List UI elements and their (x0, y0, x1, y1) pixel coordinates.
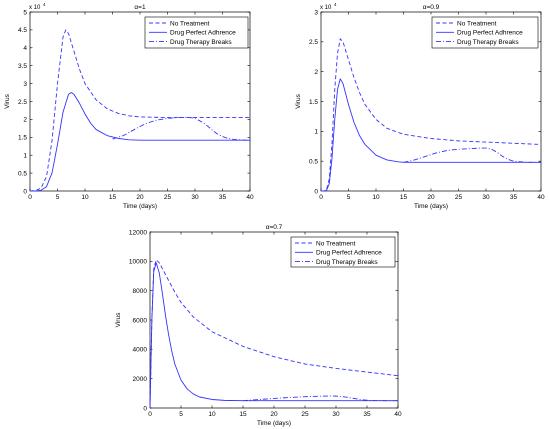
legend-entry: Drug Perfect Adhrence (170, 30, 236, 37)
y-tick-label: 6000 (133, 317, 148, 324)
chart-0: 0 5 10 15 20 25 30 35 4000.511.522.533.544.55x 1… (4, 2, 254, 210)
y-axis-label: Virus (295, 93, 302, 108)
y-tick-label: 1.5 (18, 135, 27, 142)
y-tick-label: 0 (23, 188, 27, 195)
x-axis-label: Time (days) (123, 203, 157, 210)
x-tick-label: 40 (537, 194, 545, 201)
y-tick-label: 2000 (133, 376, 148, 383)
y-tick-label: 3.5 (18, 63, 27, 70)
x-tick-label: 10 (372, 194, 380, 201)
y-axis-label: Virus (115, 312, 122, 327)
x-tick-label: 20 (427, 194, 435, 201)
y-tick-label: 0.5 (309, 158, 318, 165)
y-tick-label: 4.5 (18, 27, 27, 34)
y-tick-label: 2 (23, 117, 27, 124)
x-tick-label: 25 (455, 194, 463, 201)
chart-1: 0 5 10 15 20 25 30 35 40 0 0.5 1 1.5 2 2.5 3x 104 α=0.9 T… (295, 2, 545, 210)
y-tick-label: 2.5 (18, 99, 27, 106)
y-tick-label: 1 (314, 129, 318, 136)
series-line-dashdot (242, 395, 398, 402)
y-tick-label: 4 (23, 45, 27, 52)
y-tick-label: 5 (23, 9, 27, 16)
y-multiplier: x 10 (320, 5, 332, 11)
x-tick-label: 35 (363, 411, 371, 418)
y-tick-label: 10000 (129, 259, 147, 266)
y-multiplier-exponent: 4 (43, 2, 46, 7)
legend-entry: Drug Therapy Breaks (170, 39, 232, 46)
y-tick-label: 2.5 (309, 39, 318, 46)
x-axis-label: Time (days) (257, 420, 291, 427)
y-tick-label: 8000 (133, 288, 148, 295)
legend-entry: Drug Perfect Adhrence (316, 250, 382, 257)
y-tick-label: 1 (23, 153, 27, 160)
y-tick-label: 1.5 (309, 99, 318, 106)
x-tick-label: 15 (400, 194, 408, 201)
x-tick-label: 30 (332, 411, 340, 418)
chart-2: 0 5 10 15 20 25 30 35 40 0 2000 4000 6000 8000 10000 12… (115, 224, 402, 427)
x-tick-label: 40 (246, 194, 254, 201)
x-tick-label: 10 (208, 411, 216, 418)
x-tick-label: 30 (191, 194, 199, 201)
x-tick-label: 20 (136, 194, 144, 201)
x-tick-label: 0 (148, 411, 152, 418)
series-line-solid (321, 78, 541, 192)
y-tick-label: 3 (23, 81, 27, 88)
x-tick-label: 25 (301, 411, 309, 418)
x-axis-label: Time (days) (414, 203, 448, 210)
y-multiplier-exponent: 4 (334, 2, 337, 7)
x-tick-label: 30 (482, 194, 490, 201)
y-tick-label: 3 (314, 9, 318, 16)
series-line-dashed (321, 38, 542, 192)
y-tick-label: 0.5 (18, 170, 27, 177)
legend-entry: Drug Therapy Breaks (457, 39, 519, 46)
x-tick-label: 35 (510, 194, 518, 201)
x-tick-label: 5 (179, 411, 183, 418)
chart-title: α=0.7 (266, 224, 283, 231)
series-line-dashdot (112, 117, 250, 141)
x-tick-label: 40 (394, 411, 402, 418)
y-tick-label: 2 (314, 69, 318, 76)
x-tick-label: 25 (164, 194, 172, 201)
legend-entry: No Treatment (316, 240, 356, 247)
legend: No Treatment Drug Perfect Adhrence Drug Th… (431, 16, 539, 49)
x-tick-label: 15 (239, 411, 247, 418)
legend-entry: No Treatment (170, 20, 210, 27)
legend: No Treatment Drug Perfect Adhrence Drug Th… (290, 236, 396, 268)
y-tick-label: 4000 (133, 347, 148, 354)
series-line-dashed (149, 259, 399, 409)
series-line-solid (30, 92, 250, 192)
y-tick-label: 12000 (129, 229, 147, 236)
legend-entry: Drug Perfect Adhrence (457, 30, 523, 37)
x-tick-label: 15 (109, 194, 117, 201)
x-tick-label: 10 (81, 194, 89, 201)
y-tick-label: 0 (314, 188, 318, 195)
legend-entry: No Treatment (457, 20, 497, 27)
x-tick-label: 5 (347, 194, 351, 201)
chart-title: α=0.9 (423, 4, 440, 11)
series-line-solid (149, 262, 398, 409)
x-tick-label: 5 (56, 194, 60, 201)
series-line-dashed (29, 29, 250, 192)
y-axis-label: Virus (4, 93, 11, 108)
y-tick-label: 0 (143, 405, 147, 412)
legend-entry: Drug Therapy Breaks (316, 259, 378, 266)
x-tick-label: 0 (319, 194, 323, 201)
chart-title: α=1 (134, 4, 146, 11)
x-tick-label: 0 (28, 194, 32, 201)
x-tick-label: 35 (219, 194, 227, 201)
x-tick-label: 20 (270, 411, 278, 418)
y-multiplier: x 10 (29, 5, 41, 11)
series-line-dashdot (403, 147, 541, 163)
legend: No Treatment Drug Perfect Adhrence Drug Th… (144, 16, 249, 49)
